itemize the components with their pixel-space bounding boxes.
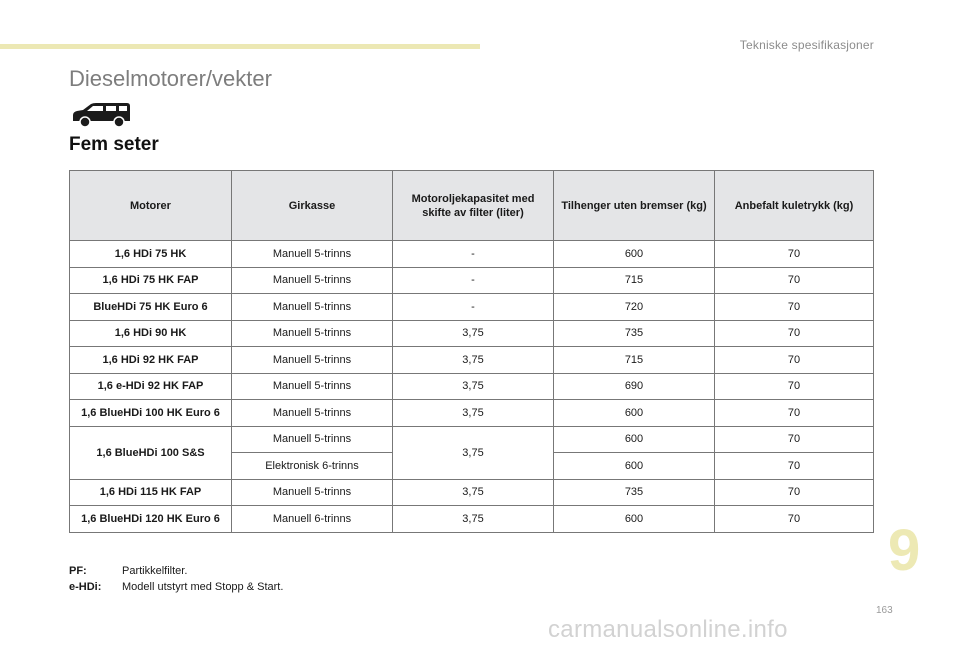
cell-oil: - [392,266,554,294]
cell-ball-load: 70 [714,399,874,427]
cell-motor: 1,6 e-HDi 92 HK FAP [69,372,232,400]
cell-motor: 1,6 HDi 92 HK FAP [69,346,232,374]
cell-motor: 1,6 HDi 90 HK [69,319,232,347]
engine-weights-table: Motorer Girkasse Motoroljekapasitet med … [69,170,874,533]
cell-gearbox: Manuell 5-trinns [231,478,393,506]
cell-gearbox: Manuell 5-trinns [231,293,393,321]
column-header-motor: Motorer [69,170,232,241]
column-header-gearbox: Girkasse [231,170,393,241]
page-number: 163 [876,605,893,616]
cell-motor: 1,6 HDi 75 HK [69,240,232,268]
footnote: PF: Partikkelfilter. [69,563,283,579]
top-accent-bar [0,44,480,49]
cell-trailer: 600 [553,452,715,480]
table-row: BlueHDi 75 HK Euro 6 Manuell 5-trinns - … [69,293,874,321]
cell-gearbox: Manuell 5-trinns [231,240,393,268]
cell-oil: - [392,293,554,321]
table-row: 1,6 HDi 115 HK FAP Manuell 5-trinns 3,75… [69,478,874,506]
running-header: Tekniske spesifikasjoner [739,38,874,52]
cell-trailer: 600 [553,505,715,533]
table-row: Elektronisk 6-trinns 600 70 [70,452,874,480]
table-row: 1,6 HDi 90 HK Manuell 5-trinns 3,75 735 … [69,319,874,347]
cell-oil: 3,75 [392,319,554,347]
table-row: 1,6 e-HDi 92 HK FAP Manuell 5-trinns 3,7… [69,372,874,400]
table-row: 1,6 BlueHDi 120 HK Euro 6 Manuell 6-trin… [69,505,874,533]
cell-ball-load: 70 [714,425,874,453]
cell-ball-load: 70 [714,372,874,400]
cell-trailer: 600 [553,425,715,453]
cell-ball-load: 70 [714,452,874,480]
page-title: Dieselmotorer/vekter [69,66,272,91]
cell-oil: 3,75 [392,505,554,533]
cell-oil: - [392,240,554,268]
cell-trailer: 600 [553,240,715,268]
cell-oil: 3,75 [392,372,554,400]
cell-oil: 3,75 [392,478,554,506]
cell-gearbox: Elektronisk 6-trinns [231,452,393,480]
cell-motor: BlueHDi 75 HK Euro 6 [69,293,232,321]
table-row: 1,6 HDi 92 HK FAP Manuell 5-trinns 3,75 … [69,346,874,374]
footnote-text: Modell utstyrt med Stopp & Start. [122,581,284,593]
table-row: 1,6 BlueHDi 100 S&S Manuell 5-trinns 3,7… [69,425,874,480]
footnote-text: Partikkelfilter. [122,565,188,577]
cell-ball-load: 70 [714,478,874,506]
cell-gearbox: Manuell 6-trinns [231,505,393,533]
watermark: carmanualsonline.info [548,616,788,643]
cell-motor: 1,6 HDi 75 HK FAP [69,266,232,294]
footnote-key: PF: [69,565,87,577]
cell-trailer: 720 [553,293,715,321]
cell-gearbox: Manuell 5-trinns [231,425,393,453]
cell-motor: 1,6 BlueHDi 120 HK Euro 6 [69,505,232,533]
cell-trailer: 715 [553,266,715,294]
cell-trailer: 735 [553,319,715,347]
cell-gearbox: Manuell 5-trinns [231,319,393,347]
cell-motor: 1,6 BlueHDi 100 HK Euro 6 [69,399,232,427]
cell-gearbox: Manuell 5-trinns [231,399,393,427]
cell-oil: 3,75 [392,346,554,374]
column-header-oil-capacity: Motoroljekapasitet med skifte av filter … [392,170,554,241]
cell-motor: 1,6 HDi 115 HK FAP [69,478,232,506]
cell-oil: 3,75 [392,399,554,427]
car-icon [73,103,130,128]
cell-ball-load: 70 [714,266,874,294]
table-header-row: Motorer Girkasse Motoroljekapasitet med … [69,170,874,241]
column-header-ball-load: Anbefalt kuletrykk (kg) [714,170,874,241]
cell-oil: 3,75 [392,425,554,480]
cell-ball-load: 70 [714,346,874,374]
table-row: 1,6 HDi 75 HK FAP Manuell 5-trinns - 715… [69,266,874,294]
section-title: Fem seter [69,134,159,155]
cell-ball-load: 70 [714,505,874,533]
cell-ball-load: 70 [714,240,874,268]
table-row: 1,6 BlueHDi 100 HK Euro 6 Manuell 5-trin… [69,399,874,427]
cell-trailer: 690 [553,372,715,400]
footnote-key: e-HDi: [69,581,102,593]
footnotes: PF: Partikkelfilter. e-HDi: Modell utsty… [69,563,283,595]
cell-gearbox: Manuell 5-trinns [231,346,393,374]
column-header-trailer-weight: Tilhenger uten bremser (kg) [553,170,715,241]
table-row: 1,6 HDi 75 HK Manuell 5-trinns - 600 70 [69,240,874,268]
cell-trailer: 715 [553,346,715,374]
cell-ball-load: 70 [714,319,874,347]
cell-gearbox: Manuell 5-trinns [231,266,393,294]
cell-ball-load: 70 [714,293,874,321]
cell-gearbox: Manuell 5-trinns [231,372,393,400]
cell-trailer: 600 [553,399,715,427]
footnote: e-HDi: Modell utstyrt med Stopp & Start. [69,579,283,595]
cell-trailer: 735 [553,478,715,506]
chapter-number: 9 [888,518,921,583]
cell-motor: 1,6 BlueHDi 100 S&S [69,425,232,480]
